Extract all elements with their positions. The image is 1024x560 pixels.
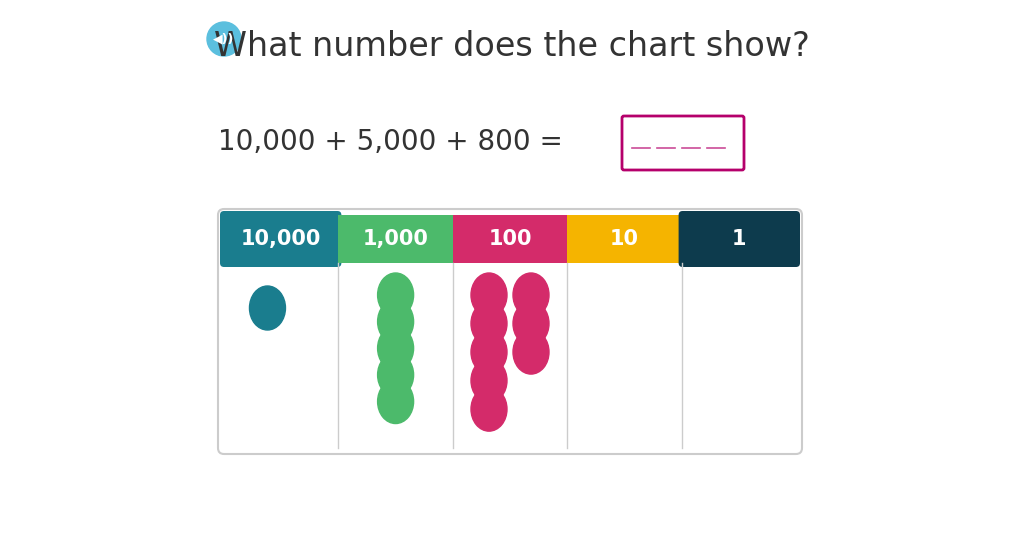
Ellipse shape: [471, 330, 507, 374]
FancyBboxPatch shape: [622, 116, 744, 170]
Circle shape: [207, 22, 241, 56]
Ellipse shape: [471, 358, 507, 403]
Ellipse shape: [378, 353, 414, 397]
FancyBboxPatch shape: [220, 211, 341, 267]
FancyBboxPatch shape: [679, 211, 800, 267]
Text: 1,000: 1,000: [362, 229, 428, 249]
Bar: [453, 215, 567, 263]
Ellipse shape: [378, 326, 414, 370]
FancyBboxPatch shape: [218, 209, 802, 454]
Ellipse shape: [471, 387, 507, 431]
Bar: [567, 215, 682, 263]
Ellipse shape: [250, 286, 286, 330]
Ellipse shape: [378, 273, 414, 317]
Ellipse shape: [378, 380, 414, 423]
Text: What number does the chart show?: What number does the chart show?: [214, 30, 810, 63]
Bar: [338, 215, 453, 263]
Ellipse shape: [513, 273, 549, 317]
Ellipse shape: [378, 300, 414, 344]
Ellipse shape: [471, 273, 507, 317]
Ellipse shape: [513, 301, 549, 346]
Text: 10,000: 10,000: [241, 229, 322, 249]
Ellipse shape: [513, 330, 549, 374]
Ellipse shape: [471, 301, 507, 346]
Text: 100: 100: [488, 229, 531, 249]
Text: 10,000 + 5,000 + 800 =: 10,000 + 5,000 + 800 =: [217, 128, 562, 156]
Text: 1: 1: [731, 229, 746, 249]
Text: ◀)): ◀)): [213, 32, 234, 45]
Text: 10: 10: [610, 229, 639, 249]
